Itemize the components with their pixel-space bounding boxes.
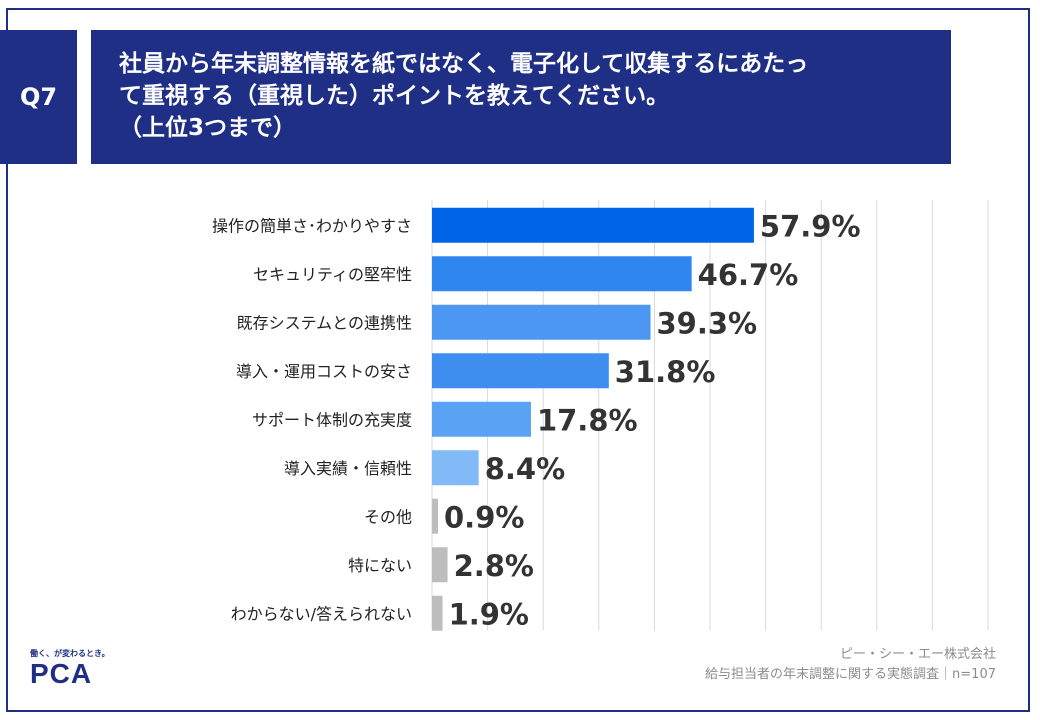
bar	[432, 401, 531, 437]
title-line-2: て重視する（重視した）ポイントを教えてください。	[119, 83, 670, 109]
category-label: セキュリティの堅牢性	[253, 265, 412, 284]
category-label: サポート体制の充実度	[252, 410, 412, 429]
pca-logo: 働く、が変わるとき。 PCA	[30, 648, 120, 694]
logo-tagline: 働く、が変わるとき。	[30, 649, 110, 658]
bar	[432, 547, 448, 583]
category-label: わからない/答えられない	[231, 604, 412, 623]
logo-text: PCA	[30, 658, 93, 689]
bar	[432, 304, 651, 340]
title-line-1: 社員から年末調整情報を紙ではなく、電子化して収集するにあたっ	[119, 51, 809, 77]
bar	[432, 353, 609, 389]
value-label: 2.8%	[454, 549, 534, 583]
category-label: 導入・運用コストの安さ	[236, 362, 412, 381]
value-label: 39.3%	[657, 306, 758, 340]
title-line-3: （上位3つまで）	[119, 115, 297, 141]
value-label: 31.8%	[615, 355, 716, 389]
bar	[432, 450, 479, 486]
category-label: 操作の簡単さ･わかりやすさ	[212, 216, 412, 235]
bar	[432, 256, 692, 292]
category-label: その他	[364, 507, 412, 526]
value-label: 8.4%	[485, 452, 565, 486]
value-label: 1.9%	[449, 597, 529, 631]
bar	[432, 595, 443, 631]
category-label: 既存システムとの連携性	[237, 313, 412, 332]
source-survey: 給与担当者の年末調整に関する実態調査｜n=107	[705, 667, 996, 682]
category-label: 特にない	[348, 556, 412, 575]
source-note: ピー・シー・エー株式会社 給与担当者の年末調整に関する実態調査｜n=107	[705, 645, 996, 685]
value-label: 57.9%	[760, 209, 861, 243]
bar	[432, 498, 438, 534]
value-label: 17.8%	[537, 403, 638, 437]
question-title: 社員から年末調整情報を紙ではなく、電子化して収集するにあたっ て重視する（重視し…	[91, 30, 951, 164]
question-badge: Q7	[0, 30, 77, 164]
value-label: 46.7%	[698, 258, 799, 292]
source-company: ピー・シー・エー株式会社	[839, 647, 996, 662]
value-label: 0.9%	[444, 500, 524, 534]
bar	[432, 207, 754, 243]
category-label: 導入実績・信頼性	[284, 459, 412, 478]
